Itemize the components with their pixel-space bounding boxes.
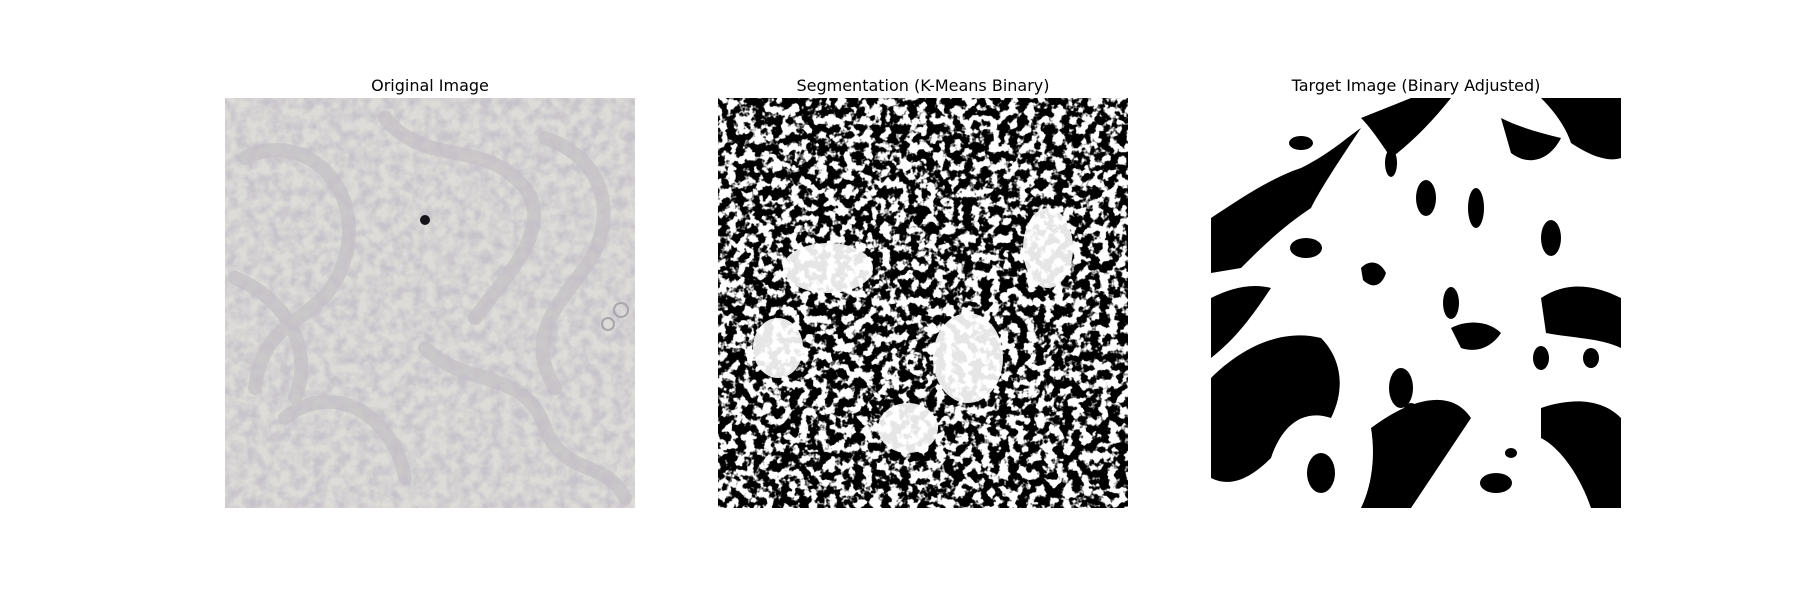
panel-title-original: Original Image	[371, 76, 489, 95]
panel-segmentation: Segmentation (K-Means Binary)	[718, 74, 1128, 508]
dark-speck	[913, 215, 923, 225]
dark-speck	[420, 215, 430, 225]
panel-target: Target Image (Binary Adjusted)	[1211, 74, 1621, 508]
panel-title-target: Target Image (Binary Adjusted)	[1291, 76, 1541, 95]
target-mask-image	[1211, 98, 1621, 508]
original-image	[225, 98, 635, 508]
segmentation-image	[718, 98, 1128, 508]
panel-original: Original Image	[225, 74, 635, 508]
panel-title-segmentation: Segmentation (K-Means Binary)	[796, 76, 1050, 95]
